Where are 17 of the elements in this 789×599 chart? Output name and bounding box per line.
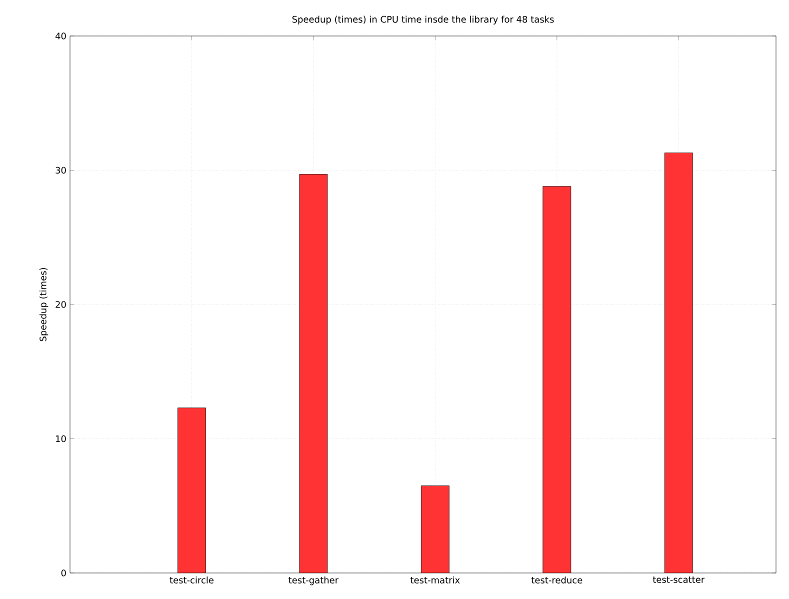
y-tick-label: 20 xyxy=(56,301,66,308)
bar xyxy=(542,186,572,573)
bar xyxy=(420,486,450,573)
y-tick-label: 10 xyxy=(56,435,66,442)
bar xyxy=(664,152,693,573)
y-tick-label: 40 xyxy=(55,32,66,40)
x-tick-label: test-circle xyxy=(170,576,214,584)
x-tick-label: test-scatter xyxy=(652,576,705,583)
y-tick-label: 0 xyxy=(61,570,66,576)
x-tick-label: test-matrix xyxy=(410,576,460,584)
chart-title: Speedup (times) in CPU time insde the library for 48 tasks xyxy=(292,16,554,24)
bar xyxy=(178,408,206,573)
y-tick-label: 30 xyxy=(56,166,66,174)
bar xyxy=(299,174,328,573)
y-axis-title: Speedup (times) xyxy=(39,268,48,342)
x-tick-label: test-reduce xyxy=(531,576,582,584)
x-tick-label: test-gather xyxy=(288,576,339,586)
